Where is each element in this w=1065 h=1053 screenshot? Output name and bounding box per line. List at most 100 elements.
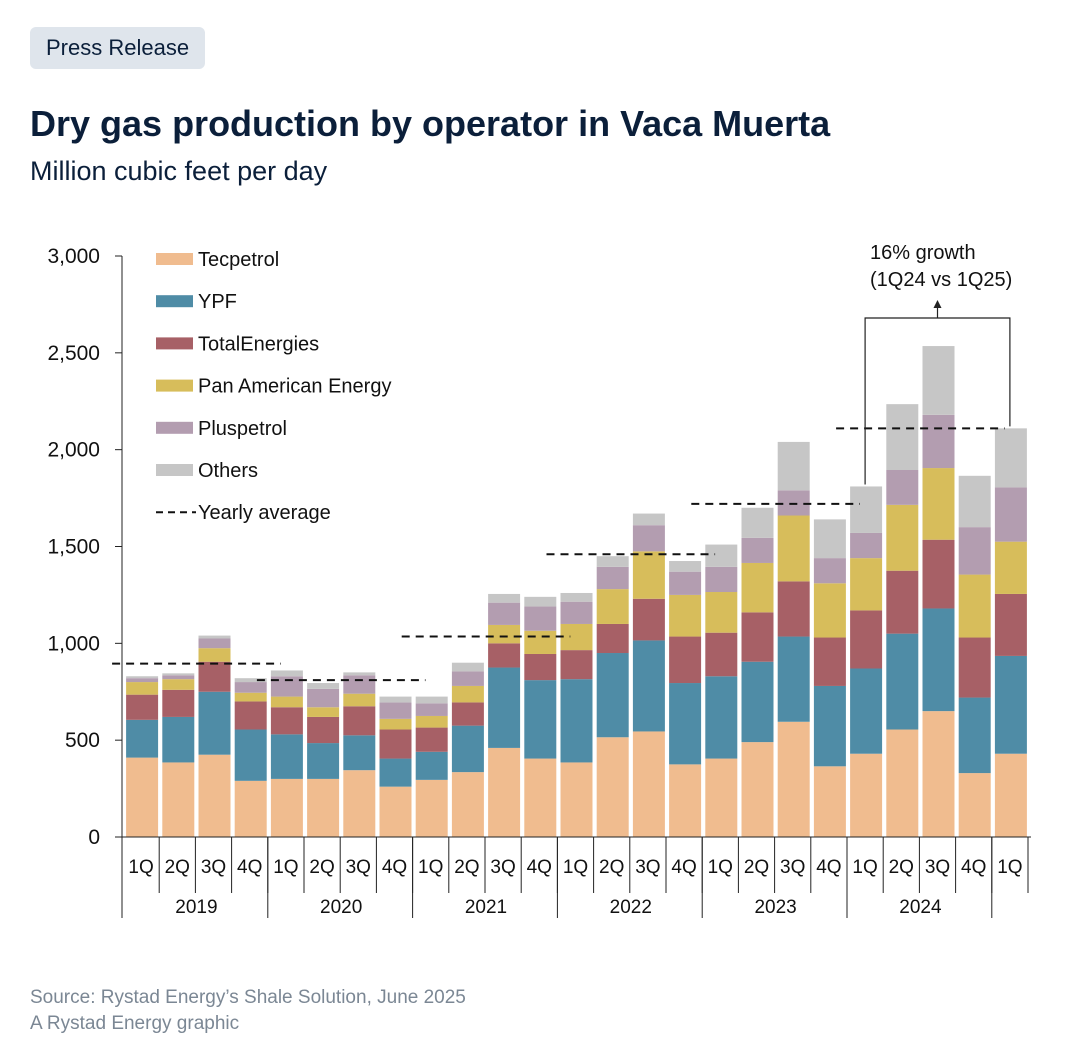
legend-label: Yearly average: [198, 502, 331, 524]
bar-segment-pan-american-energy: [741, 562, 774, 613]
source-note: Source: Rystad Energy’s Shale Solution, …: [30, 985, 466, 1037]
bar-segment-others: [560, 592, 593, 602]
bar-segment-others: [307, 683, 340, 689]
bar-segment-others: [379, 696, 412, 703]
bar-segment-ypf: [270, 734, 303, 779]
bar-segment-totalenergies: [813, 637, 846, 686]
bar-segment-ypf: [741, 661, 774, 743]
year-label: 2021: [465, 897, 507, 918]
x-tick-label: 4Q: [237, 857, 262, 878]
bar-segment-pluspetrol: [922, 414, 955, 469]
bar-segment-tecpetrol: [596, 737, 629, 837]
bar-segment-ypf: [343, 735, 376, 771]
bar-segment-others: [270, 670, 303, 677]
bar-segment-pan-american-energy: [922, 468, 955, 540]
bar-segment-tecpetrol: [198, 754, 231, 837]
bar-segment-pluspetrol: [307, 688, 340, 708]
source-text: Source: Rystad Energy’s Shale Solution, …: [30, 987, 466, 1008]
bar-segment-totalenergies: [126, 694, 159, 720]
x-tick-label: 2Q: [454, 857, 479, 878]
bar-segment-ypf: [596, 653, 629, 738]
bar-segment-pluspetrol: [741, 537, 774, 563]
bar-segment-others: [524, 596, 557, 607]
bar-segment-tecpetrol: [415, 779, 448, 837]
bar-segment-totalenergies: [886, 570, 919, 634]
bar-segment-pluspetrol: [958, 527, 991, 575]
bar-segment-others: [777, 441, 810, 491]
bar-segment-totalenergies: [994, 593, 1027, 656]
x-tick-label: 1Q: [708, 857, 733, 878]
bar-segment-tecpetrol: [488, 747, 521, 837]
x-tick-label: 3Q: [346, 857, 371, 878]
bar-segment-ypf: [524, 680, 557, 759]
bar-segment-tecpetrol: [669, 764, 702, 837]
page-title: Dry gas production by operator in Vaca M…: [30, 103, 831, 144]
bar-segment-totalenergies: [451, 702, 484, 726]
x-axis: 1Q 2Q 3Q 4Q 1Q 2Q 3Q 4Q 1Q 2Q 3Q 4Q 1Q 2Q 3Q 4Q 1Q 2Q 3Q 4Q…: [121, 836, 1031, 918]
year-label: 2022: [610, 897, 652, 918]
bar-segment-ypf: [669, 683, 702, 765]
bar-segment-totalenergies: [560, 650, 593, 680]
x-tick-label: 3Q: [201, 857, 226, 878]
bar-segment-totalenergies: [958, 637, 991, 698]
chart-subtitle: Million cubic feet per day: [30, 156, 328, 186]
bar-segment-pan-american-energy: [524, 630, 557, 654]
bar-segment-others: [162, 673, 195, 676]
bar-segment-tecpetrol: [524, 758, 557, 837]
bar-segment-ypf: [922, 608, 955, 712]
bar-segment-totalenergies: [270, 707, 303, 735]
x-tick-label: 1Q: [852, 857, 877, 878]
x-tick-label: 2Q: [165, 857, 190, 878]
y-tick-label: 3,000: [47, 245, 100, 268]
bar-segment-pan-american-energy: [162, 679, 195, 690]
x-tick-label: 1Q: [563, 857, 588, 878]
bar-segment-pluspetrol: [560, 601, 593, 624]
bar-segment-pluspetrol: [270, 676, 303, 697]
bar-segment-totalenergies: [488, 643, 521, 668]
bar-segment-tecpetrol: [307, 778, 340, 837]
bar-segment-others: [126, 676, 159, 679]
x-tick-label: 4Q: [671, 857, 696, 878]
legend: Tecpetrol YPF TotalEnergies Pan American En…: [156, 249, 391, 524]
bar-segment-pan-american-energy: [488, 624, 521, 644]
x-tick-label: 1Q: [418, 857, 443, 878]
bar-segment-pluspetrol: [886, 470, 919, 505]
legend-swatch: [156, 295, 193, 308]
x-tick-label: 3Q: [780, 857, 805, 878]
y-axis: 0 500 1,000 1,500 2,000 2,500 3,000: [47, 245, 123, 849]
bar-segment-pluspetrol: [632, 525, 665, 552]
bar-segment-others: [850, 486, 883, 533]
bar-segment-pan-american-energy: [560, 623, 593, 651]
bar-segment-others: [813, 519, 846, 559]
bar-segment-pan-american-energy: [198, 648, 231, 662]
bar-segment-pan-american-energy: [886, 504, 919, 571]
bar-segment-pluspetrol: [669, 571, 702, 595]
year-label: 2019: [175, 897, 217, 918]
bar-segment-totalenergies: [307, 716, 340, 744]
bar-segment-tecpetrol: [741, 742, 774, 837]
bar-segment-tecpetrol: [379, 786, 412, 837]
legend-label: TotalEnergies: [198, 333, 319, 355]
legend-swatch: [156, 337, 193, 350]
bar-segment-ypf: [307, 743, 340, 779]
bar-segment-totalenergies: [705, 632, 738, 677]
bar-segment-ypf: [994, 655, 1027, 754]
bar-segment-others: [343, 672, 376, 676]
bar-segment-totalenergies: [850, 610, 883, 669]
x-tick-label: 1Q: [997, 857, 1022, 878]
press-release-badge: Press Release: [30, 27, 206, 69]
bar-segment-ypf: [415, 751, 448, 780]
bar-segment-pan-american-energy: [669, 594, 702, 637]
bar-segment-pan-american-energy: [994, 541, 1027, 594]
bar-segment-pluspetrol: [596, 566, 629, 590]
bar-segment-pluspetrol: [343, 675, 376, 694]
bar-segment-totalenergies: [777, 581, 810, 637]
bar-segment-ypf: [488, 667, 521, 748]
bar-segment-ypf: [886, 633, 919, 730]
legend-label: YPF: [198, 291, 237, 313]
bar-segment-pan-american-energy: [850, 558, 883, 611]
legend-label: Tecpetrol: [198, 249, 279, 271]
x-tick-label: 3Q: [925, 857, 950, 878]
y-tick-label: 1,000: [47, 632, 100, 655]
y-tick-label: 1,500: [47, 536, 100, 559]
